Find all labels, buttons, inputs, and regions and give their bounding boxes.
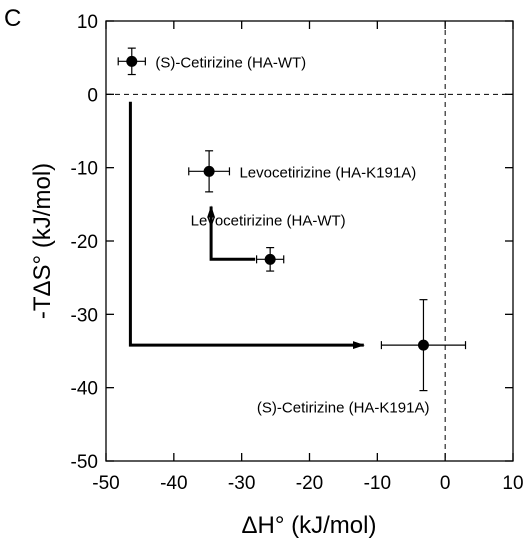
x-tick-label: 0 — [440, 473, 451, 494]
data-marker — [417, 339, 429, 351]
x-tick-label: -30 — [228, 473, 255, 494]
y-axis: 10 0 -10 -20 -30 -40 -50 — [71, 12, 513, 473]
data-marker — [126, 55, 138, 67]
y-tick-label: -10 — [71, 159, 98, 180]
data-point: Levocetirizine (HA-K191A) — [188, 150, 416, 193]
point-label: Levocetirizine (HA-K191A) — [239, 164, 416, 181]
arrows — [128, 101, 365, 350]
point-label: (S)-Cetirizine (HA-WT) — [155, 54, 306, 71]
point-label: Levocetirizine (HA-WT) — [191, 213, 346, 230]
x-tick-label: -10 — [364, 473, 391, 494]
data-point: (S)-Cetirizine (HA-WT) — [117, 47, 306, 76]
y-axis-label: -TΔS° (kJ/mol) — [29, 163, 56, 319]
data-marker — [264, 253, 276, 265]
y-tick-label: 0 — [87, 85, 98, 106]
reference-lines — [106, 21, 513, 461]
x-axis: -50 -40 -30 -20 -10 0 10 — [92, 21, 523, 494]
plot-frame — [105, 20, 514, 462]
x-tick-label: -20 — [296, 473, 323, 494]
y-tick-label: 10 — [77, 12, 98, 33]
panel-label: C — [4, 5, 21, 32]
x-tick-label: -40 — [160, 473, 187, 494]
data-marker — [203, 165, 215, 177]
trend-arrow — [207, 205, 256, 261]
x-tick-label: -50 — [92, 473, 119, 494]
trend-arrow — [128, 101, 365, 350]
data-points: (S)-Cetirizine (HA-WT) Levocetirizine (HA… — [117, 47, 467, 417]
x-tick-label: 10 — [502, 473, 523, 494]
y-tick-label: -50 — [71, 452, 98, 473]
y-tick-label: -40 — [71, 379, 98, 400]
data-point: (S)-Cetirizine (HA-K191A) — [257, 299, 467, 417]
y-tick-label: -30 — [71, 305, 98, 326]
x-axis-label: ΔH° (kJ/mol) — [242, 512, 377, 539]
point-label: (S)-Cetirizine (HA-K191A) — [257, 400, 430, 417]
data-point: Levocetirizine (HA-WT) — [191, 213, 346, 272]
y-tick-label: -20 — [71, 232, 98, 253]
